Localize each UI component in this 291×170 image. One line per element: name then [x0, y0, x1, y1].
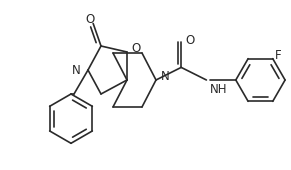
Text: NH: NH	[210, 83, 227, 96]
Text: O: O	[86, 13, 95, 26]
Text: O: O	[131, 42, 140, 55]
Text: O: O	[185, 34, 194, 47]
Text: N: N	[161, 70, 170, 82]
Text: N: N	[72, 64, 81, 76]
Text: F: F	[275, 49, 281, 62]
